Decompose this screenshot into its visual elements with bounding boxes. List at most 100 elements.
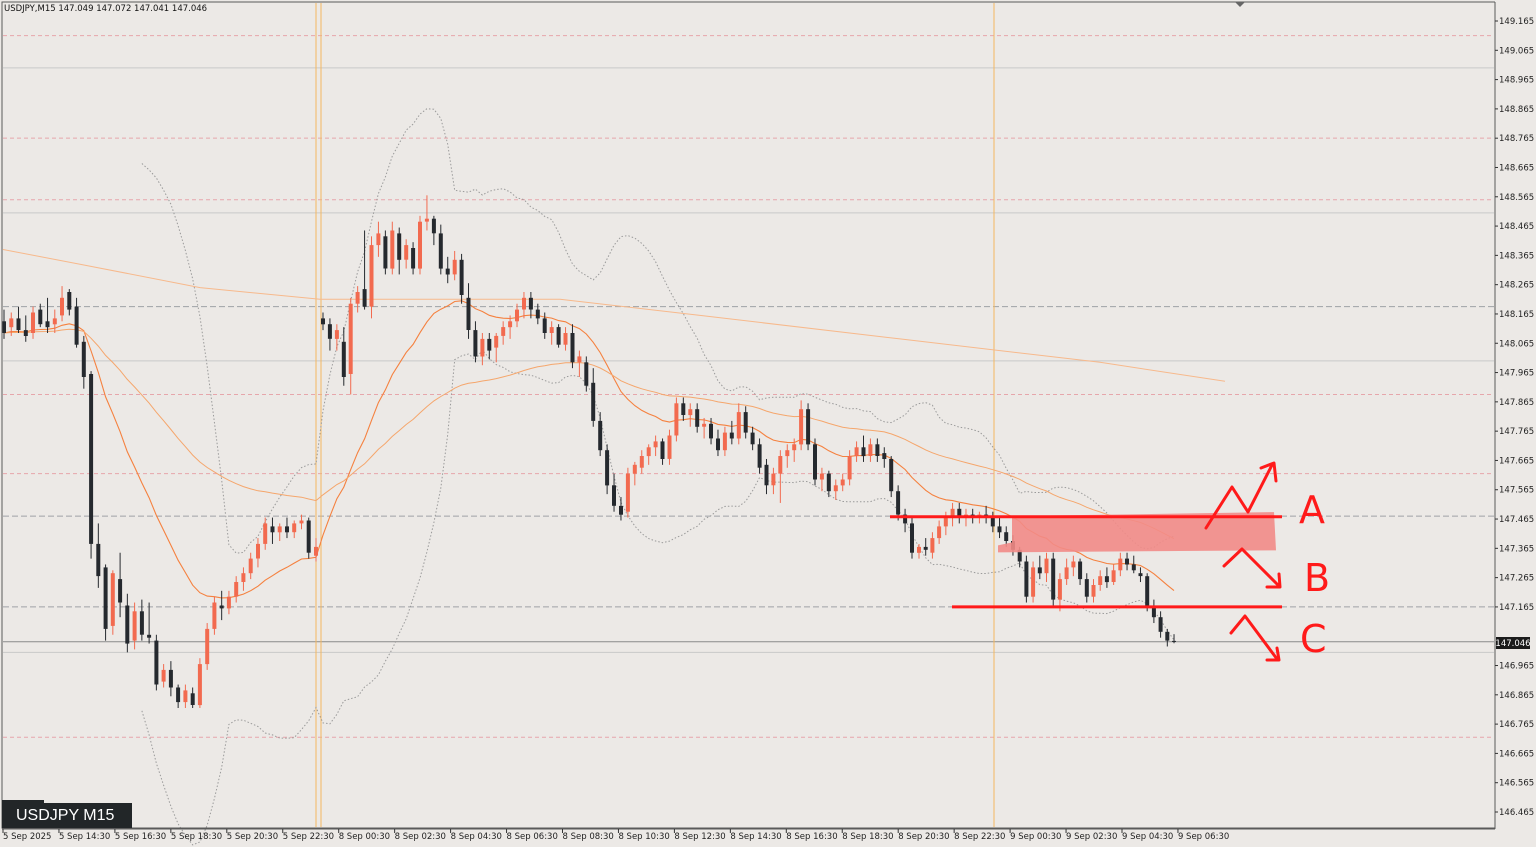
candle (263, 517, 268, 550)
candle (9, 312, 14, 336)
candle-body (889, 459, 894, 492)
candle (154, 634, 159, 691)
price-tick-label: 146.765 (1499, 720, 1534, 730)
candle-body (868, 444, 873, 456)
candle-body (722, 432, 727, 451)
candle (292, 520, 297, 539)
candle (660, 438, 665, 465)
candle-body (16, 318, 21, 331)
candle (695, 403, 700, 433)
bollinger-lower-line (141, 349, 1175, 846)
candle (688, 403, 693, 427)
candle-body (89, 374, 94, 544)
candle-body (110, 573, 115, 626)
candle (383, 230, 388, 275)
candle-body (813, 444, 817, 480)
candle-body (1125, 558, 1129, 565)
price-tick-label: 149.065 (1499, 46, 1534, 56)
scroll-marker-icon[interactable] (1235, 2, 1245, 7)
candle (528, 291, 533, 319)
price-tick-label: 147.165 (1499, 603, 1534, 613)
candle (445, 256, 450, 284)
candle (840, 473, 845, 492)
time-tick-label: 8 Sep 06:30 (507, 832, 558, 842)
candle-body (256, 543, 260, 559)
current-price-label: 147.046 (1495, 639, 1530, 649)
price-tick-label: 147.465 (1499, 515, 1534, 525)
candle-body (833, 485, 838, 492)
candle-body (549, 327, 554, 333)
candle-body (45, 321, 50, 328)
candle-body (847, 456, 852, 480)
candle (125, 593, 130, 653)
candle-body (248, 558, 253, 574)
candle (570, 324, 575, 369)
price-tick-label: 148.565 (1499, 193, 1534, 203)
candle-body (1031, 567, 1036, 597)
candle (535, 303, 540, 325)
candle (452, 250, 457, 281)
price-tick-label: 147.265 (1499, 574, 1534, 584)
slow-ma-line (2, 249, 1226, 382)
candle-body (771, 473, 776, 486)
candle (868, 438, 873, 462)
candle (334, 324, 339, 351)
candle-body (923, 546, 928, 550)
time-axis[interactable]: 5 Sep 2025 5 Sep 14:30 5 Sep 16:30 5 Sep 18… (2, 828, 1495, 842)
candle (1104, 567, 1109, 588)
candle (494, 333, 499, 363)
candle-body (1017, 549, 1022, 562)
candle (709, 417, 713, 445)
candle (750, 426, 755, 451)
candle-body (226, 596, 231, 609)
candle-body (168, 669, 173, 688)
candle (362, 230, 367, 310)
candle-body (118, 579, 123, 603)
bollinger-upper-line (141, 108, 1175, 554)
candle-body (103, 567, 108, 629)
candle-body (943, 517, 948, 527)
candle (882, 447, 887, 468)
candle (799, 400, 804, 451)
candle (341, 327, 346, 386)
candle (792, 438, 797, 462)
candle-body (819, 473, 824, 480)
candle-body (667, 435, 672, 459)
candle (729, 420, 734, 445)
candle-body (1165, 631, 1170, 641)
candle-body (1151, 605, 1156, 618)
candle (299, 514, 304, 530)
time-tick-label: 8 Sep 12:30 (674, 832, 725, 842)
candle (542, 312, 547, 339)
candle (314, 538, 318, 562)
candle (722, 426, 727, 457)
candle-body (197, 664, 202, 706)
price-axis[interactable]: 149.165 149.065 148.965 148.865 148.765 148.6… (1494, 0, 1536, 847)
candle (501, 321, 506, 345)
candle-body (1158, 617, 1163, 632)
candle (1118, 552, 1123, 577)
candle (861, 435, 866, 462)
candle-body (431, 218, 436, 234)
candle (147, 602, 152, 644)
time-tick-label: 8 Sep 22:30 (954, 832, 1005, 842)
candle-body (1057, 579, 1062, 600)
candle (1125, 552, 1129, 571)
candle (38, 303, 43, 328)
bollinger-bands (141, 108, 1175, 846)
candle (348, 297, 353, 395)
candle-body (591, 382, 596, 421)
candle (702, 417, 707, 439)
candle-body (896, 491, 901, 515)
candle-body (9, 318, 14, 328)
candle (60, 286, 64, 322)
price-tick-label: 147.365 (1499, 544, 1534, 554)
price-tick-label: 147.965 (1499, 369, 1534, 379)
candle (1165, 628, 1170, 647)
candle-body (2, 321, 6, 333)
candle (577, 350, 582, 377)
candle (833, 479, 838, 500)
candle (190, 687, 195, 708)
candle-body (522, 297, 526, 310)
